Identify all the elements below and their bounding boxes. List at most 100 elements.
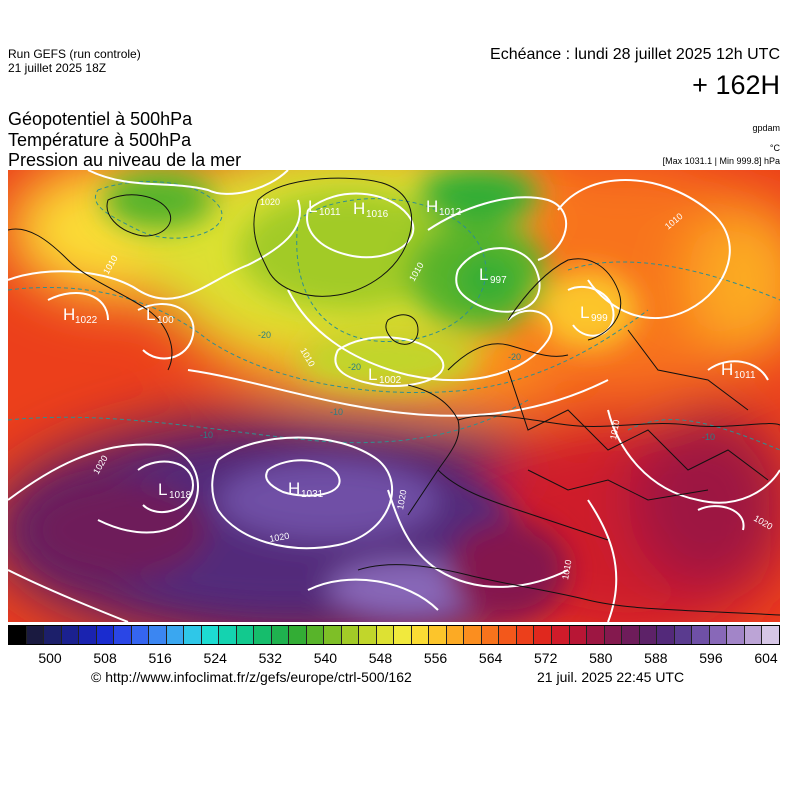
- svg-text:L: L: [368, 365, 377, 384]
- legend-swatch: [359, 626, 377, 644]
- svg-text:1031: 1031: [301, 489, 324, 500]
- pressure-center: L 100: [146, 305, 174, 326]
- legend-swatch: [219, 626, 237, 644]
- legend-tick-label: 564: [478, 650, 503, 666]
- legend-swatch: [149, 626, 167, 644]
- svg-text:100: 100: [157, 315, 174, 326]
- legend-swatch: [516, 626, 535, 644]
- legend-tick-label: 604: [754, 650, 778, 666]
- svg-text:H: H: [426, 197, 438, 216]
- legend-swatch: [587, 626, 605, 644]
- isobar-label: 1020: [260, 197, 280, 207]
- legend-swatch: [166, 626, 185, 644]
- color-legend: [8, 625, 780, 645]
- svg-text:1011: 1011: [734, 370, 756, 381]
- legend-swatch: [271, 626, 290, 644]
- run-date: 21 juillet 2025 18Z: [8, 61, 107, 75]
- legend-swatch: [236, 626, 255, 644]
- isotherm-label: -20: [258, 330, 271, 340]
- geopotential-field: [8, 170, 780, 622]
- legend-swatch: [727, 626, 745, 644]
- legend-swatch: [201, 626, 220, 644]
- svg-text:L: L: [158, 480, 167, 499]
- legend-swatch: [744, 626, 763, 644]
- legend-swatch: [762, 626, 779, 644]
- isotherm-label: -10: [702, 432, 715, 442]
- legend-swatch: [131, 626, 150, 644]
- svg-text:H: H: [288, 479, 300, 498]
- svg-text:L: L: [479, 265, 488, 284]
- source-url[interactable]: © http://www.infoclimat.fr/z/gefs/europe…: [91, 669, 412, 685]
- pressure-center: H 1012: [426, 197, 462, 218]
- coastlines: [8, 177, 780, 616]
- legend-swatch: [464, 626, 482, 644]
- legend-tick-label: 524: [203, 650, 227, 666]
- legend-swatch: [61, 626, 80, 644]
- svg-text:1012: 1012: [439, 207, 462, 218]
- legend-swatch: [411, 626, 430, 644]
- legend-swatch: [429, 626, 447, 644]
- legend-swatch: [254, 626, 272, 644]
- pressure-center: L 1011: [308, 197, 341, 218]
- isobar-label: 1010: [608, 419, 621, 440]
- svg-text:1018: 1018: [169, 490, 192, 501]
- legend-swatch: [622, 626, 640, 644]
- title-pressure: Pression au niveau de la mer: [8, 150, 242, 170]
- isotherm-value-labels: -20 -20 -20 -10 -10 -10: [200, 330, 715, 442]
- isotherm-label: -10: [200, 430, 213, 440]
- legend-tick-label: 580: [589, 650, 613, 666]
- pressure-center: H 1022: [63, 305, 98, 326]
- legend-tick-label: 508: [93, 650, 117, 666]
- svg-text:H: H: [721, 360, 733, 379]
- legend-tick-label: 548: [368, 650, 393, 666]
- svg-text:L: L: [146, 305, 155, 324]
- title-geopotential: Géopotentiel à 500hPa: [8, 109, 193, 129]
- legend-swatch: [551, 626, 570, 644]
- legend-tick-label: 540: [313, 650, 338, 666]
- svg-text:H: H: [63, 305, 75, 324]
- pressure-center: H 1031: [288, 479, 324, 500]
- legend-ticks: 500 508 516 524 532 540 548 556 564 572 580 588 596 6…: [8, 650, 780, 668]
- pressure-center: L 1002: [368, 365, 402, 386]
- legend-tick-label: 532: [258, 650, 282, 666]
- legend-swatch: [324, 626, 342, 644]
- legend-swatch: [341, 626, 360, 644]
- svg-text:999: 999: [591, 313, 608, 324]
- legend-swatch: [446, 626, 465, 644]
- run-name: Run GEFS (run controle): [8, 47, 141, 61]
- svg-text:1002: 1002: [379, 375, 402, 386]
- legend-tick-label: 516: [148, 650, 172, 666]
- isobar-label: 1020: [395, 489, 408, 510]
- pressure-center: L 997: [479, 265, 507, 286]
- unit-temperature: °C: [769, 143, 780, 153]
- legend-swatch: [709, 626, 728, 644]
- lead-time: + 162H: [692, 70, 780, 100]
- valid-time: Echéance : lundi 28 juillet 2025 12h UTC: [490, 46, 780, 63]
- legend-tick-label: 500: [38, 650, 62, 666]
- svg-text:1016: 1016: [366, 209, 389, 220]
- legend-swatch: [44, 626, 62, 644]
- pressure-center: L 999: [580, 303, 608, 324]
- svg-text:H: H: [353, 199, 365, 218]
- weather-map: 1010 1020 1010 1010 1020 1020 1010 1010 …: [8, 170, 780, 622]
- legend-swatch: [9, 626, 27, 644]
- svg-text:1022: 1022: [75, 315, 98, 326]
- legend-swatch: [639, 626, 658, 644]
- legend-swatch: [289, 626, 307, 644]
- isobar-lines: [8, 170, 780, 622]
- legend-swatch: [604, 626, 623, 644]
- legend-swatch: [26, 626, 45, 644]
- legend-swatch: [96, 626, 115, 644]
- isobar-label: 1020: [269, 531, 290, 544]
- legend-swatch: [481, 626, 500, 644]
- legend-swatch: [394, 626, 412, 644]
- legend-swatch: [79, 626, 97, 644]
- legend-swatch: [114, 626, 132, 644]
- isobar-label: 1010: [560, 559, 573, 580]
- pressure-center: H 1016: [353, 199, 389, 220]
- legend-swatch: [692, 626, 710, 644]
- legend-tick-label: 588: [644, 650, 668, 666]
- isotherm-label: -20: [508, 352, 521, 362]
- pressure-centers: H 1022 L 100 L 1011 H 1016 H 1012 L 997 L 999 L…: [63, 197, 756, 501]
- legend-swatch: [306, 626, 325, 644]
